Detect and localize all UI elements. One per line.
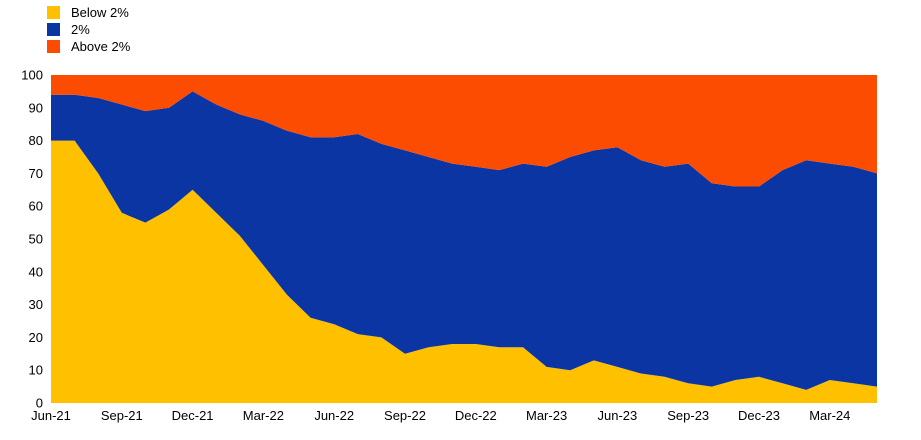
legend-label: 2%: [71, 22, 90, 37]
y-axis-tick-label: 0: [36, 396, 43, 411]
legend-swatch-icon: [47, 6, 60, 19]
x-axis-tick-label: Sep-23: [667, 408, 709, 423]
legend-label: Below 2%: [71, 5, 129, 20]
legend-item-2: Above 2%: [47, 38, 130, 55]
y-axis-tick-label: 50: [29, 232, 43, 247]
area-series-below-2: [51, 140, 877, 403]
legend-label: Above 2%: [71, 39, 131, 54]
y-axis-tick-label: 100: [21, 68, 43, 83]
y-axis-tick-label: 30: [29, 297, 43, 312]
legend-swatch-icon: [47, 40, 60, 53]
legend-item-0: Below 2%: [47, 4, 130, 21]
y-axis-tick-label: 10: [29, 363, 43, 378]
legend-swatch-icon: [47, 23, 60, 36]
x-axis-tick-label: Sep-21: [101, 408, 143, 423]
x-axis-tick-label: Mar-23: [526, 408, 567, 423]
y-axis-tick-label: 40: [29, 264, 43, 279]
x-axis-tick-label: Jun-22: [314, 408, 354, 423]
x-axis-tick-label: Dec-21: [172, 408, 214, 423]
y-axis-tick-label: 70: [29, 166, 43, 181]
chart-legend: Below 2% 2% Above 2%: [47, 4, 130, 55]
x-axis-tick-label: Sep-22: [384, 408, 426, 423]
x-axis-tick-label: Dec-23: [738, 408, 780, 423]
y-axis-tick-label: 20: [29, 330, 43, 345]
y-axis-tick-label: 80: [29, 133, 43, 148]
y-axis-tick-label: 60: [29, 199, 43, 214]
area-series-above-2: [51, 75, 877, 187]
legend-item-1: 2%: [47, 21, 130, 38]
x-axis-tick-label: Jun-23: [598, 408, 638, 423]
y-axis-tick-label: 90: [29, 100, 43, 115]
x-axis-tick-label: Jun-21: [31, 408, 71, 423]
x-axis-tick-label: Mar-22: [243, 408, 284, 423]
area-series-2: [51, 91, 877, 390]
x-axis-tick-label: Mar-24: [809, 408, 850, 423]
x-axis-tick-label: Dec-22: [455, 408, 497, 423]
